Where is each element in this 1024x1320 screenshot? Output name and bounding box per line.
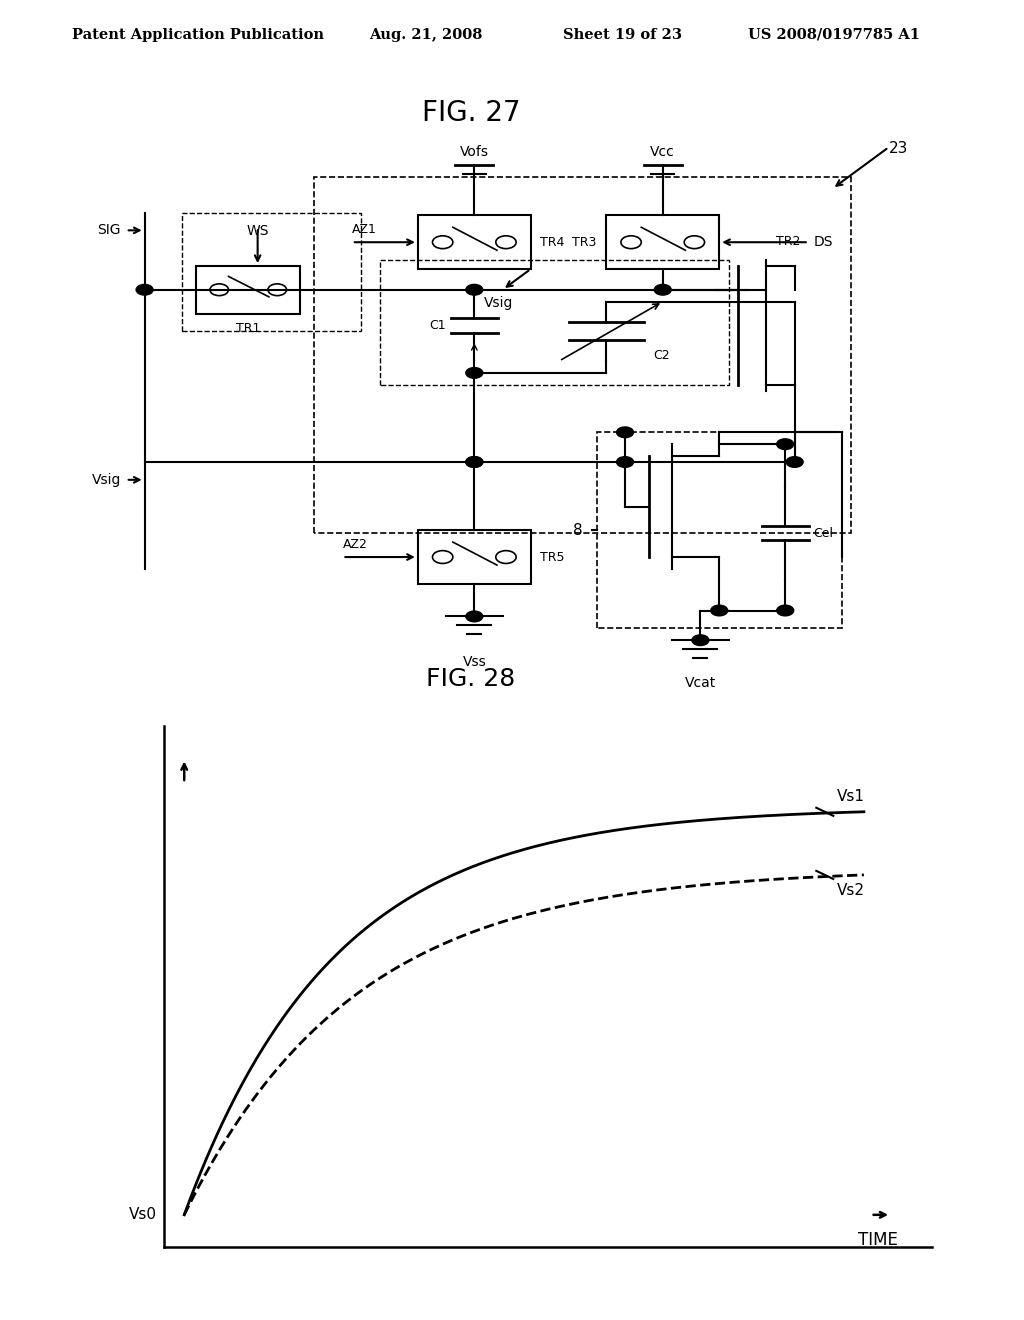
Circle shape [777,438,794,450]
Text: SIG: SIG [97,223,121,238]
Circle shape [616,426,634,438]
Text: Vcc: Vcc [650,145,675,160]
Circle shape [654,284,671,296]
Text: Vofs: Vofs [460,145,488,160]
Text: Sheet 19 of 23: Sheet 19 of 23 [563,28,682,42]
Text: C1: C1 [429,319,446,331]
Text: 8: 8 [573,523,583,537]
Text: TIME: TIME [857,1232,897,1249]
Text: WS: WS [247,224,269,239]
Circle shape [777,605,794,616]
Circle shape [466,611,482,622]
Text: Cel: Cel [813,527,834,540]
Text: Vss: Vss [463,655,486,669]
Text: DS: DS [813,235,833,249]
Bar [418,531,530,583]
Circle shape [786,457,803,467]
Text: US 2008/0197785 A1: US 2008/0197785 A1 [748,28,920,42]
Circle shape [616,457,634,467]
Circle shape [136,284,153,296]
Text: Vs2: Vs2 [837,883,864,898]
Text: FIG. 27: FIG. 27 [422,99,520,127]
Text: Vcat: Vcat [685,676,716,690]
Text: TR5: TR5 [541,550,565,564]
Bar [197,267,300,314]
Circle shape [692,635,709,645]
Text: Aug. 21, 2008: Aug. 21, 2008 [369,28,482,42]
Text: FIG. 28: FIG. 28 [426,667,516,690]
Text: Vsig: Vsig [92,473,121,487]
Text: TR3: TR3 [572,236,597,248]
Text: Vs0: Vs0 [129,1208,157,1222]
Circle shape [466,284,482,296]
Text: 23: 23 [889,141,908,156]
Text: AZ1: AZ1 [352,223,377,236]
Text: AZ2: AZ2 [342,539,368,552]
Text: C2: C2 [653,350,670,362]
Text: TR1: TR1 [236,322,260,335]
Bar [418,215,530,269]
Circle shape [466,367,482,379]
Bar [606,215,719,269]
Circle shape [711,605,728,616]
Text: Vsig: Vsig [483,296,513,310]
Text: Vs1: Vs1 [837,788,864,804]
Text: Patent Application Publication: Patent Application Publication [72,28,324,42]
Text: TR4: TR4 [541,236,564,248]
Circle shape [466,457,482,467]
Circle shape [466,457,482,467]
Text: TR2: TR2 [776,235,800,248]
